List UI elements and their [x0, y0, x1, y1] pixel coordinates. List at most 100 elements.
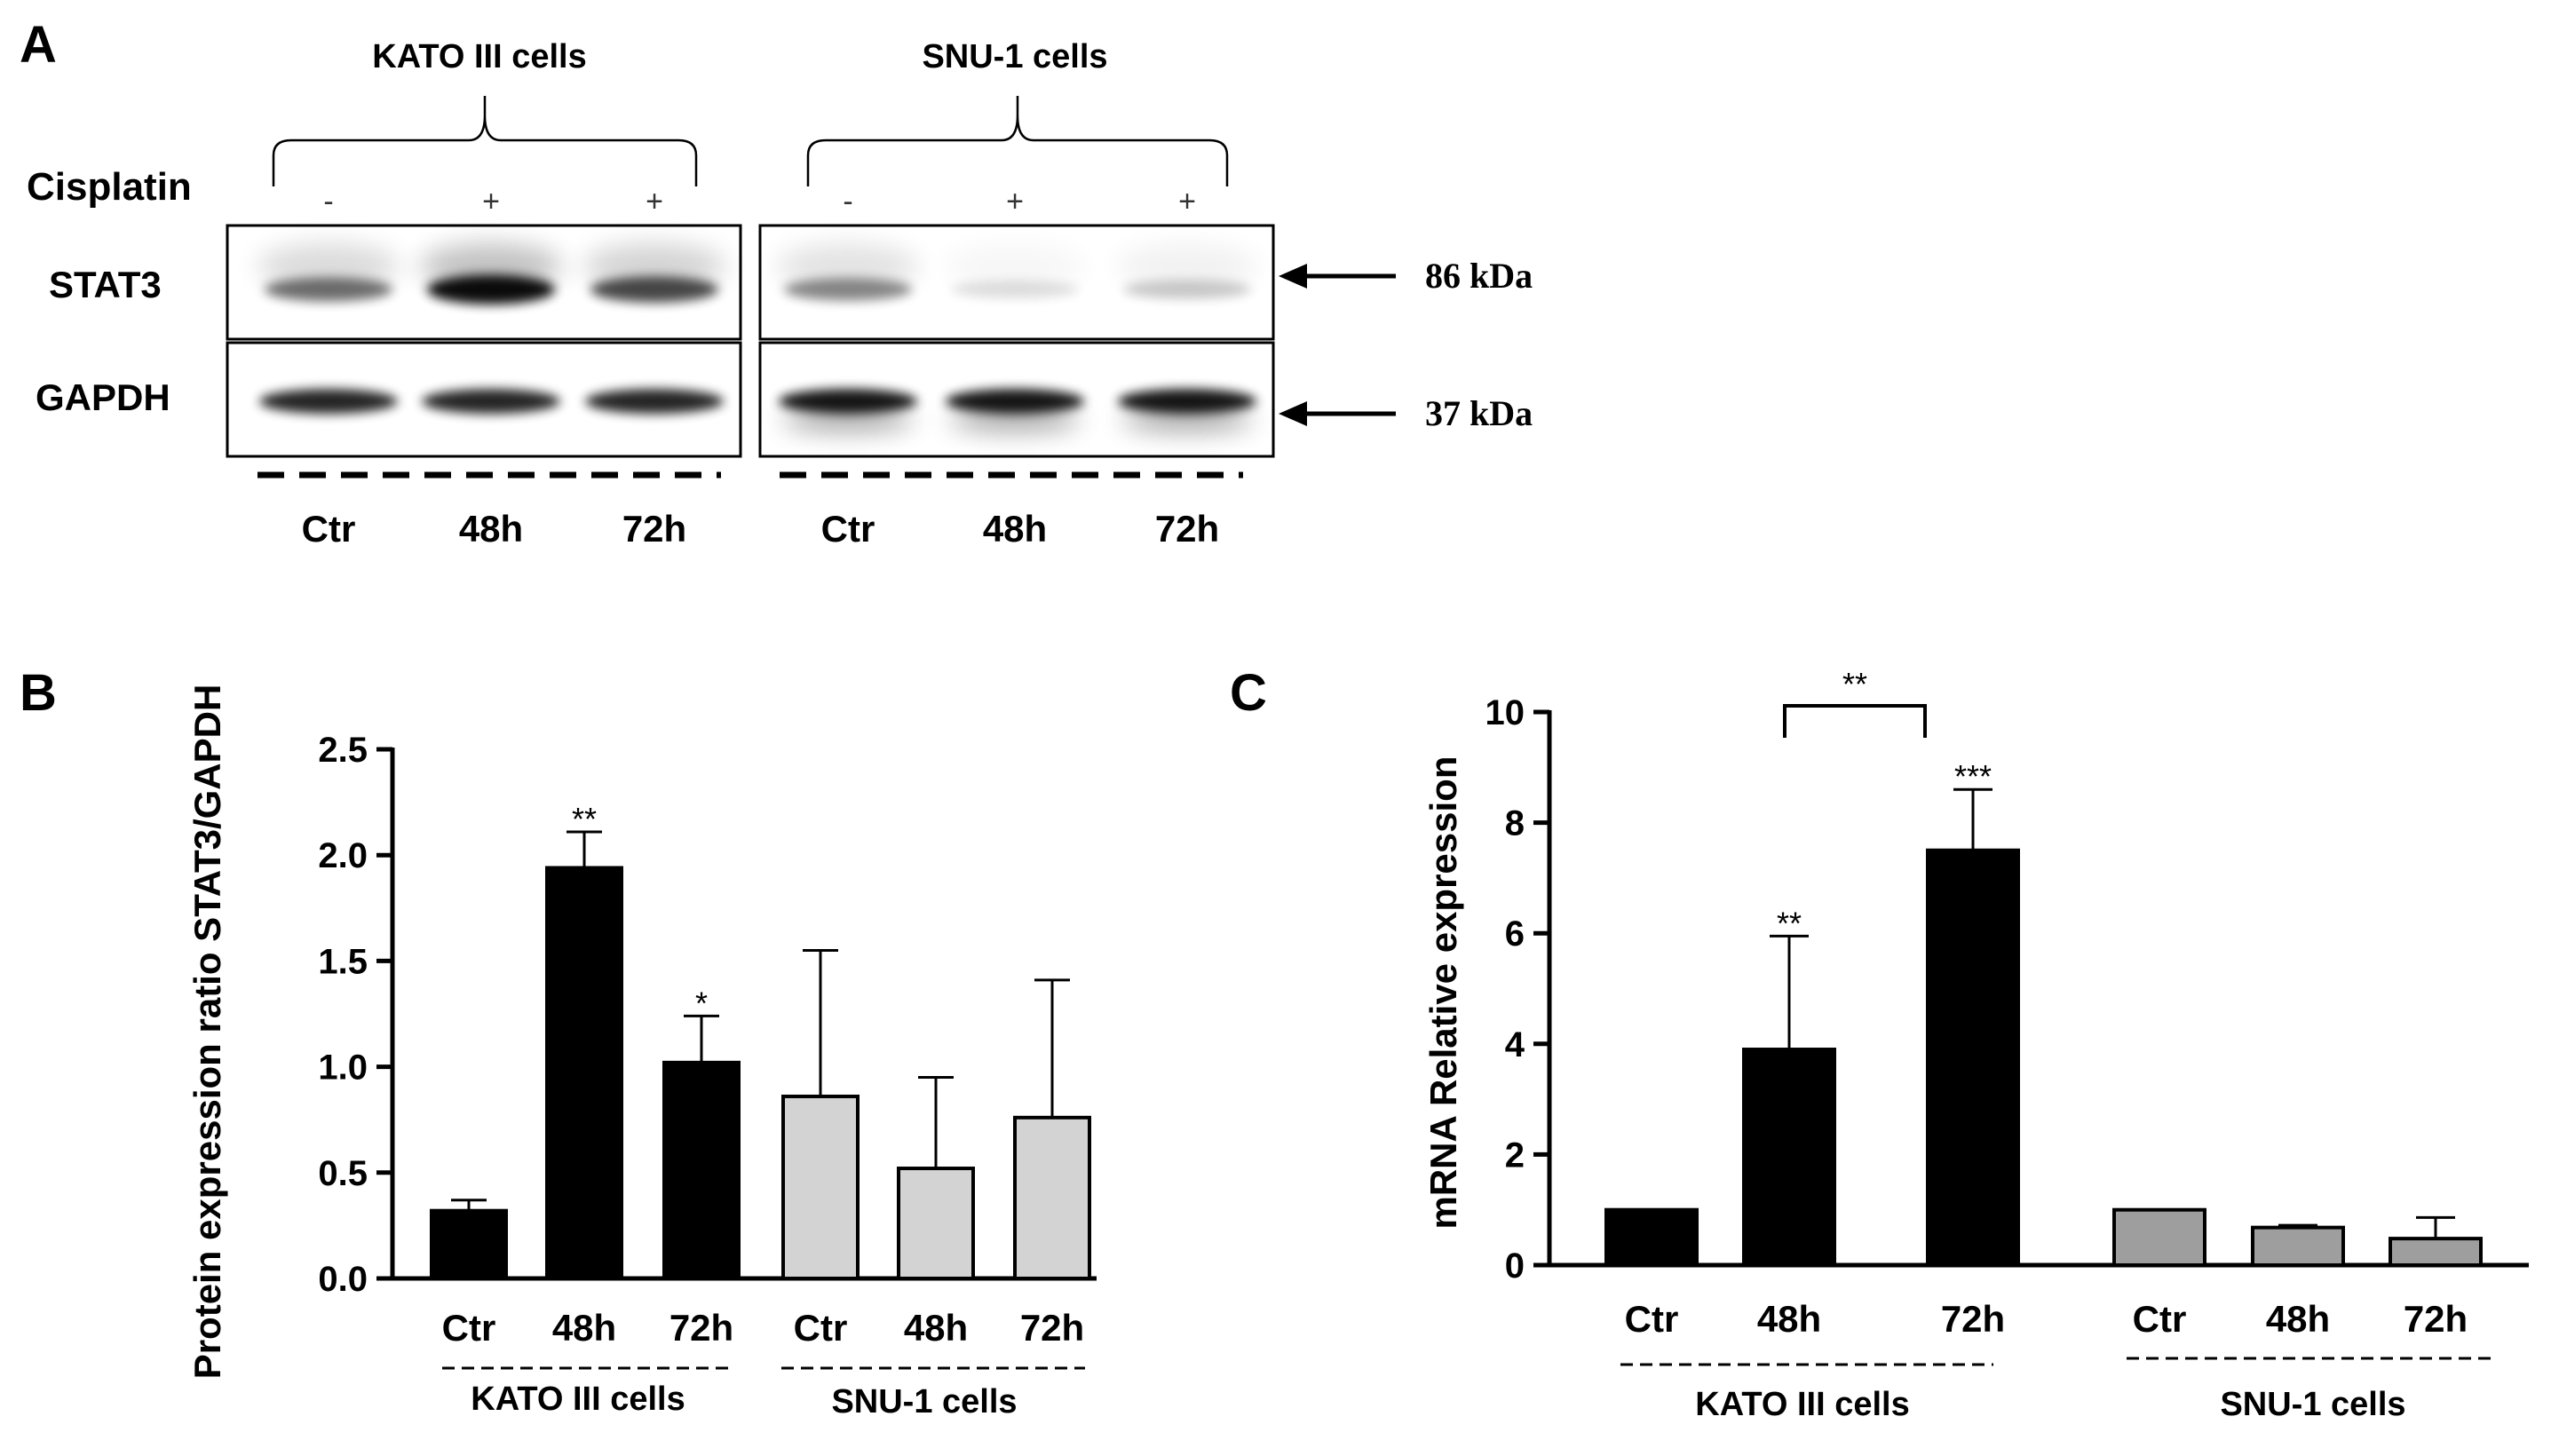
significance-bracket — [1783, 704, 1927, 738]
stat3-band — [427, 274, 555, 305]
panel-c-y-axis-label: mRNA Relative expression — [1422, 756, 1464, 1230]
blot-smear — [777, 243, 919, 289]
snu-brace — [806, 96, 1229, 186]
snu-group-header: SNU-1 cells — [922, 38, 1107, 75]
stat3-band — [784, 278, 912, 301]
category-label: 48h — [552, 1307, 616, 1349]
category-label: 72h — [2404, 1298, 2468, 1340]
blot-smear — [1116, 243, 1258, 289]
stat3-band — [590, 276, 718, 303]
gapdh-band — [259, 389, 398, 414]
gapdh-band — [946, 389, 1084, 414]
category-label: 72h — [669, 1307, 733, 1349]
bar — [2251, 1225, 2345, 1267]
stat3-arrow-head — [1279, 264, 1307, 289]
stat3-band — [265, 277, 392, 302]
lane-label: 48h — [459, 508, 523, 550]
bar — [430, 1208, 508, 1281]
significance-mark: *** — [1954, 758, 1992, 795]
gapdh-mw-label: 37 kDa — [1425, 393, 1533, 433]
stat3-band — [951, 281, 1079, 298]
stat3-band — [1123, 280, 1251, 299]
gapdh-band — [422, 389, 560, 414]
gapdh-smear — [949, 407, 1081, 431]
panel-b-snu-group-label: SNU-1 cells — [831, 1383, 1017, 1420]
gapdh-band — [585, 389, 724, 414]
y-tick-label: 0 — [1505, 1246, 1525, 1286]
blot-smear — [257, 243, 400, 289]
y-tick-label: 2.5 — [318, 731, 368, 770]
panel-a-letter: A — [20, 16, 57, 74]
panel-b-chart: 0.0 0.5 1.0 1.5 2.0 2.5 Ctr ** 48h * 72h Ctr 48h 72h — [318, 731, 1097, 1349]
treatment-sign: + — [1178, 185, 1196, 218]
panel-a: A KATO III cells SNU-1 cells Cisplatin -… — [20, 16, 1533, 550]
y-tick-label: 4 — [1505, 1025, 1525, 1064]
category-label: Ctr — [1625, 1298, 1679, 1340]
lane-label: 72h — [1155, 508, 1219, 550]
blot-smear — [583, 243, 725, 289]
significance-mark: ** — [1777, 905, 1802, 941]
bar — [2389, 1237, 2483, 1267]
category-label: Ctr — [442, 1307, 496, 1349]
category-label: 48h — [1757, 1298, 1821, 1340]
panel-c-chart: 0 2 4 6 8 10 Ctr ** 48h *** 72h Ctr 48h 72h ** — [1485, 666, 2529, 1340]
y-tick-label: 2 — [1505, 1136, 1525, 1175]
y-tick-label: 0.5 — [318, 1154, 368, 1193]
bar — [897, 1167, 975, 1280]
gapdh-band — [1118, 389, 1256, 414]
y-tick-label: 8 — [1505, 804, 1525, 843]
panel-c-letter: C — [1230, 664, 1267, 722]
bar — [1742, 1048, 1836, 1268]
panel-c-snu-group-label: SNU-1 cells — [2220, 1386, 2405, 1423]
lane-label: 72h — [622, 508, 686, 550]
bar — [545, 866, 623, 1281]
y-tick-label: 1.0 — [318, 1048, 368, 1088]
y-tick-label: 1.5 — [318, 942, 368, 981]
treatment-sign: - — [843, 185, 852, 218]
treatment-sign: + — [1006, 185, 1024, 218]
kato-brace — [272, 96, 698, 186]
y-tick-label: 0.0 — [318, 1260, 368, 1299]
gapdh-smear — [782, 407, 914, 431]
y-tick-label: 6 — [1505, 914, 1525, 954]
gapdh-band — [779, 389, 917, 414]
blot-bands — [257, 243, 1258, 431]
bar — [1013, 1115, 1091, 1281]
lane-labels: Ctr 48h 72h Ctr 48h 72h — [302, 508, 1220, 550]
bar — [2112, 1207, 2206, 1267]
gapdh-arrow-head — [1279, 401, 1307, 426]
bar — [1926, 848, 2020, 1267]
gapdh-row-label: GAPDH — [36, 376, 170, 418]
stat3-mw-label: 86 kDa — [1425, 256, 1533, 296]
category-label: 48h — [2266, 1298, 2330, 1340]
panel-b: B Protein expression ratio STAT3/GAPDH 0… — [20, 664, 1097, 1420]
cisplatin-label: Cisplatin — [27, 165, 192, 209]
panel-b-kato-group-label: KATO III cells — [471, 1381, 685, 1418]
lane-label: Ctr — [821, 508, 875, 550]
category-label: 72h — [1020, 1307, 1084, 1349]
y-tick-label: 10 — [1485, 693, 1525, 732]
treatment-sign: + — [646, 185, 663, 218]
category-label: Ctr — [794, 1307, 848, 1349]
bar — [662, 1060, 741, 1281]
lane-label: Ctr — [302, 508, 356, 550]
gapdh-smear — [1121, 407, 1253, 431]
lane-label: 48h — [983, 508, 1047, 550]
bar — [781, 1094, 860, 1280]
panel-b-letter: B — [20, 664, 57, 722]
panel-c: C mRNA Relative expression 0 2 4 6 8 10 Ctr ** 4… — [1230, 664, 2529, 1423]
significance-mark: * — [695, 985, 708, 1021]
panel-b-y-axis-label: Protein expression ratio STAT3/GAPDH — [186, 684, 228, 1380]
panel-c-kato-group-label: KATO III cells — [1695, 1386, 1909, 1423]
bar — [1604, 1207, 1699, 1267]
significance-mark: ** — [572, 801, 597, 837]
kato-group-header: KATO III cells — [372, 38, 586, 75]
category-label: 72h — [1941, 1298, 2005, 1340]
bracket-significance-mark: ** — [1842, 666, 1867, 702]
stat3-row-label: STAT3 — [49, 264, 162, 305]
treatment-sign: + — [482, 185, 500, 218]
category-label: 48h — [904, 1307, 968, 1349]
treatment-signs: - + + - + + — [323, 185, 1196, 218]
